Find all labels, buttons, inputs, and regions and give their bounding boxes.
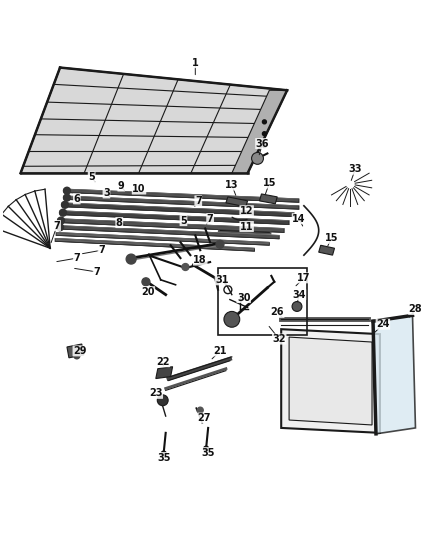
Text: 33: 33	[349, 164, 362, 174]
Circle shape	[74, 353, 80, 359]
Text: 31: 31	[215, 275, 229, 285]
Polygon shape	[55, 238, 254, 251]
Text: 7: 7	[74, 253, 80, 263]
Circle shape	[262, 120, 266, 124]
Text: 7: 7	[93, 267, 100, 277]
Text: 7: 7	[195, 196, 201, 206]
Bar	[218, 268, 307, 335]
Circle shape	[57, 224, 64, 231]
Polygon shape	[373, 316, 416, 434]
Text: 21: 21	[213, 346, 227, 356]
Polygon shape	[64, 189, 299, 203]
Text: 8: 8	[116, 217, 123, 228]
Text: 20: 20	[141, 287, 155, 297]
Text: 15: 15	[325, 233, 338, 244]
Text: 7: 7	[98, 245, 105, 255]
Text: 14: 14	[292, 214, 306, 224]
Text: 32: 32	[272, 334, 286, 344]
Text: 26: 26	[271, 308, 284, 318]
Circle shape	[57, 217, 64, 224]
Text: 5: 5	[180, 215, 187, 225]
Text: 22: 22	[156, 357, 170, 367]
Polygon shape	[232, 90, 287, 173]
Text: 7: 7	[54, 221, 60, 231]
Polygon shape	[156, 367, 173, 378]
Circle shape	[60, 209, 67, 216]
Text: 6: 6	[74, 194, 80, 204]
Circle shape	[216, 240, 224, 248]
Circle shape	[64, 194, 71, 201]
Circle shape	[64, 187, 71, 194]
Circle shape	[126, 254, 136, 264]
Text: 24: 24	[376, 319, 390, 329]
Polygon shape	[57, 225, 279, 239]
Text: 29: 29	[73, 346, 87, 356]
Polygon shape	[58, 219, 284, 232]
Text: 27: 27	[198, 413, 211, 423]
Circle shape	[262, 132, 266, 136]
Text: 35: 35	[201, 448, 215, 458]
Text: 18: 18	[194, 255, 207, 265]
Text: 3: 3	[103, 188, 110, 198]
Polygon shape	[226, 197, 247, 207]
Polygon shape	[56, 232, 269, 245]
Circle shape	[182, 263, 189, 270]
Text: 10: 10	[132, 184, 146, 194]
Text: 11: 11	[240, 222, 254, 231]
Circle shape	[251, 152, 263, 164]
Polygon shape	[21, 68, 287, 173]
Text: 13: 13	[225, 180, 239, 190]
Text: 23: 23	[149, 389, 162, 398]
Text: 12: 12	[240, 206, 254, 216]
Text: 1: 1	[192, 58, 199, 68]
Text: 30: 30	[237, 293, 251, 303]
Text: 34: 34	[292, 289, 306, 300]
Circle shape	[61, 201, 68, 208]
Circle shape	[224, 311, 240, 327]
Text: 7: 7	[207, 214, 213, 224]
Circle shape	[262, 143, 266, 148]
Text: 36: 36	[256, 139, 269, 149]
Polygon shape	[259, 194, 277, 204]
Circle shape	[204, 446, 208, 451]
Text: 28: 28	[409, 304, 422, 314]
Text: 9: 9	[118, 181, 125, 191]
Polygon shape	[64, 196, 299, 209]
Circle shape	[292, 302, 302, 311]
Text: 5: 5	[88, 172, 95, 182]
Text: 17: 17	[297, 273, 311, 283]
Circle shape	[197, 407, 203, 413]
Polygon shape	[62, 203, 294, 216]
Polygon shape	[281, 329, 380, 433]
Circle shape	[161, 451, 166, 456]
Text: 15: 15	[263, 178, 276, 188]
Polygon shape	[67, 344, 84, 358]
Text: 35: 35	[157, 453, 170, 463]
Polygon shape	[60, 211, 289, 224]
Polygon shape	[319, 245, 335, 255]
Circle shape	[157, 395, 168, 406]
Polygon shape	[289, 337, 372, 425]
Circle shape	[142, 278, 150, 286]
